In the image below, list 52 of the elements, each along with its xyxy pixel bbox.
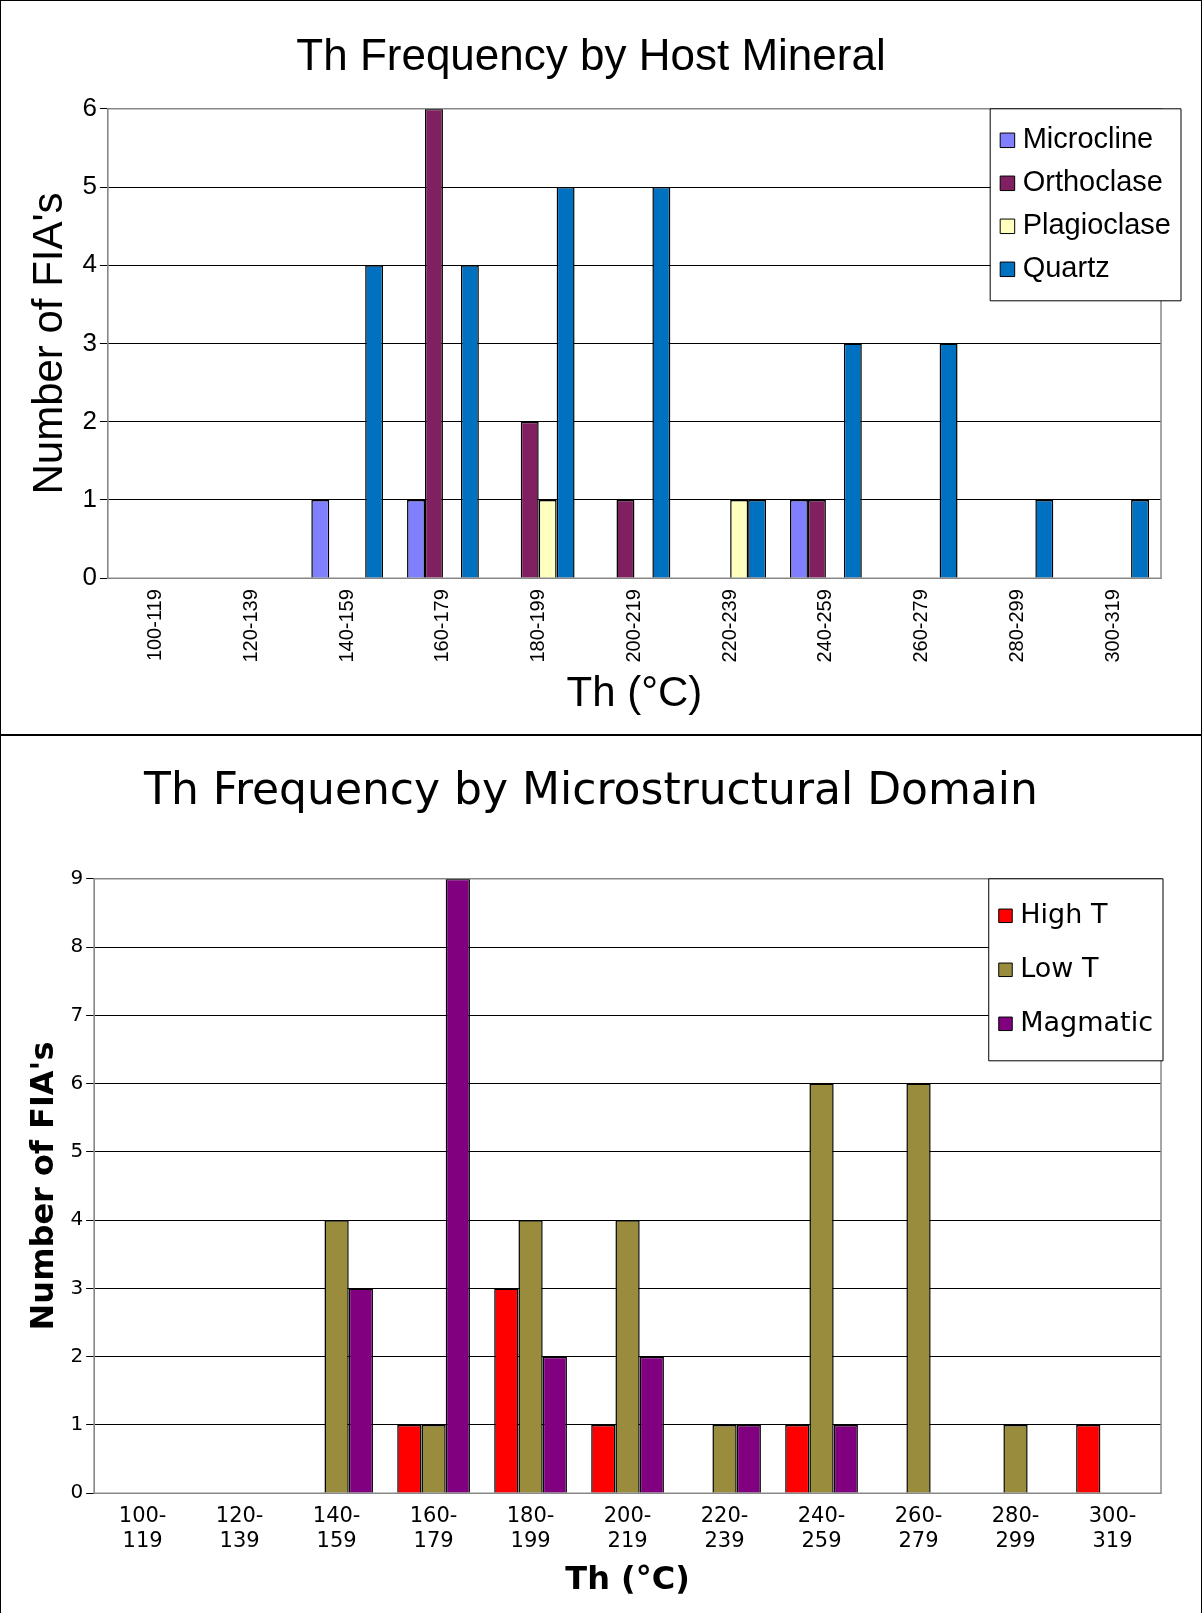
y-tick-label: 1 <box>70 1411 84 1436</box>
x-tick-label: 160-179 <box>430 589 453 663</box>
legend-label: Magmatic <box>1020 1005 1154 1037</box>
legend-label: Plagioclase <box>1022 208 1172 241</box>
x-axis-title: Th (°C) <box>565 1559 690 1598</box>
x-tick-label: 220-239 <box>700 1503 749 1553</box>
x-tick-label: 100-119 <box>143 589 166 662</box>
y-tick-label: 3 <box>82 326 97 357</box>
y-tick-label: 6 <box>82 91 97 122</box>
x-tick-label: 280-299 <box>1004 589 1027 663</box>
x-tick-label: 300-319 <box>1100 589 1123 663</box>
x-tick-label: 300-319 <box>1088 1503 1137 1553</box>
y-tick-label: 5 <box>82 170 97 201</box>
x-tick-label: 240-259 <box>813 589 836 663</box>
y-axis-title: Number of FIA's <box>23 192 71 495</box>
y-tick-label: 0 <box>70 1479 84 1504</box>
y-tick-label: 4 <box>70 1206 84 1231</box>
y-tick-label: 4 <box>82 248 97 279</box>
y-tick-label: 8 <box>70 933 84 958</box>
x-tick-label: 260-279 <box>894 1503 943 1553</box>
x-tick-label: 260-279 <box>909 589 932 663</box>
legend-label: Quartz <box>1022 251 1110 284</box>
x-tick-label: 140-159 <box>312 1503 361 1553</box>
x-tick-label: 100-119 <box>118 1503 167 1553</box>
x-tick-label: 200-219 <box>603 1503 652 1553</box>
chart-title: Th Frequency by Host Mineral <box>296 29 886 79</box>
y-tick-label: 7 <box>70 1001 84 1026</box>
x-tick-label: 160-179 <box>409 1503 458 1553</box>
legend-label: Orthoclase <box>1022 165 1163 198</box>
y-tick-label: 0 <box>82 561 97 592</box>
x-tick-label: 280-299 <box>991 1503 1040 1553</box>
x-tick-label: 220-239 <box>717 589 740 663</box>
x-tick-label: 240-259 <box>797 1503 846 1553</box>
x-tick-label: 140-159 <box>334 589 357 663</box>
y-tick-label: 6 <box>70 1069 84 1094</box>
y-tick-label: 5 <box>70 1138 84 1163</box>
x-tick-label: 120-139 <box>215 1503 264 1553</box>
x-tick-label: 200-219 <box>621 589 644 663</box>
x-axis-title: Th (°C) <box>566 668 703 716</box>
chart-title: Th Frequency by Microstructural Domain <box>143 762 1038 814</box>
y-tick-label: 3 <box>70 1274 84 1299</box>
y-tick-label: 2 <box>70 1342 84 1367</box>
legend-label: Low T <box>1020 951 1099 983</box>
x-tick-label: 180-199 <box>526 589 549 663</box>
legend-label: High T <box>1020 897 1108 929</box>
legend-label: Microcline <box>1022 122 1154 155</box>
y-axis-title: Number of FIA's <box>22 1041 61 1331</box>
y-tick-label: 1 <box>82 483 97 514</box>
y-tick-label: 2 <box>82 404 97 435</box>
x-tick-label: 180-199 <box>506 1503 555 1553</box>
y-tick-label: 9 <box>70 865 84 889</box>
x-tick-label: 120-139 <box>238 589 261 663</box>
